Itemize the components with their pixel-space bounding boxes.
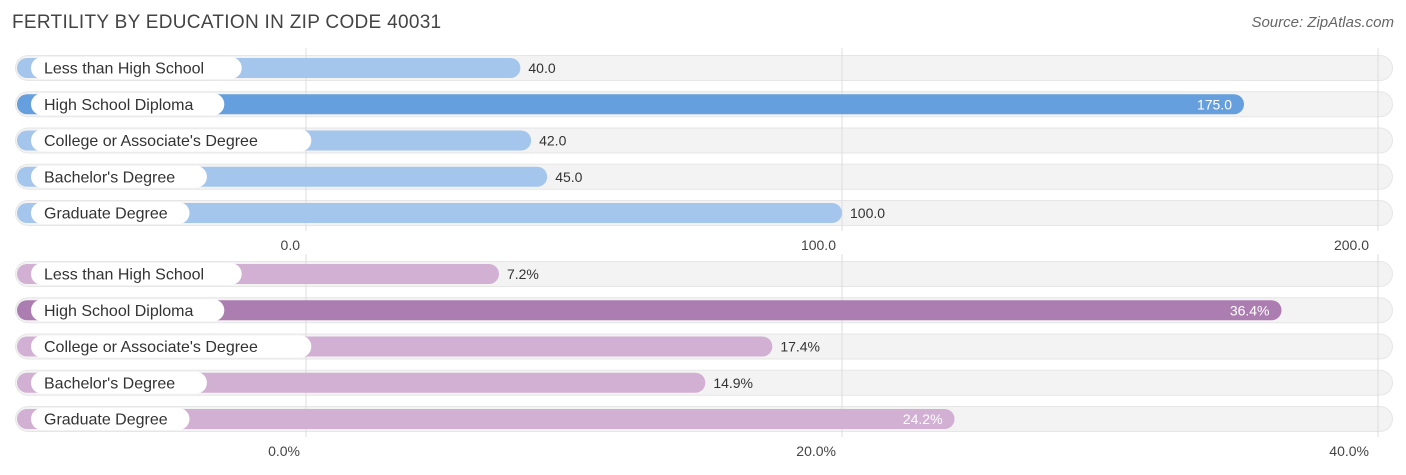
- tick-label: 100.0: [801, 237, 836, 253]
- category-pill: [31, 371, 207, 394]
- value-label: 40.0: [528, 60, 555, 76]
- category-pill: [31, 165, 207, 188]
- chart-title: FERTILITY BY EDUCATION IN ZIP CODE 40031: [12, 12, 442, 33]
- category-label: Bachelor's Degree: [44, 375, 175, 392]
- bar: [17, 409, 955, 429]
- value-label: 36.4%: [1230, 302, 1270, 318]
- category-label: Graduate Degree: [44, 206, 168, 223]
- category-label: Less than High School: [44, 61, 204, 78]
- tick-label: 200.0: [1334, 237, 1369, 253]
- category-label: Less than High School: [44, 267, 204, 284]
- category-label: Graduate Degree: [44, 412, 168, 429]
- category-pill: [31, 299, 225, 322]
- value-label: 7.2%: [507, 266, 539, 282]
- category-pill: [31, 408, 190, 430]
- category-pill: [31, 202, 190, 224]
- tick-label: 20.0%: [796, 443, 836, 459]
- value-label: 14.9%: [713, 375, 753, 391]
- bar: [17, 300, 1282, 321]
- category-label: High School Diploma: [44, 303, 194, 320]
- value-label: 45.0: [555, 169, 582, 185]
- category-pill: [31, 129, 312, 152]
- category-pill: [31, 57, 242, 79]
- bar: [17, 203, 842, 223]
- category-label: College or Associate's Degree: [44, 339, 258, 356]
- source-label: Source: ZipAtlas.com: [1251, 14, 1394, 31]
- category-pill: [31, 335, 312, 358]
- tick-label: 40.0%: [1329, 443, 1369, 459]
- tick-label: 0.0: [281, 237, 301, 253]
- category-pill: [31, 93, 225, 116]
- category-label: High School Diploma: [44, 97, 194, 114]
- value-label: 42.0: [539, 133, 566, 149]
- value-label: 100.0: [850, 205, 885, 221]
- category-pill: [31, 263, 242, 285]
- bar: [17, 94, 1244, 115]
- value-label: 24.2%: [903, 411, 943, 427]
- value-label: 175.0: [1197, 96, 1232, 112]
- category-label: College or Associate's Degree: [44, 133, 258, 150]
- tick-label: 0.0%: [268, 443, 300, 459]
- value-label: 17.4%: [780, 339, 820, 355]
- category-label: Bachelor's Degree: [44, 169, 175, 186]
